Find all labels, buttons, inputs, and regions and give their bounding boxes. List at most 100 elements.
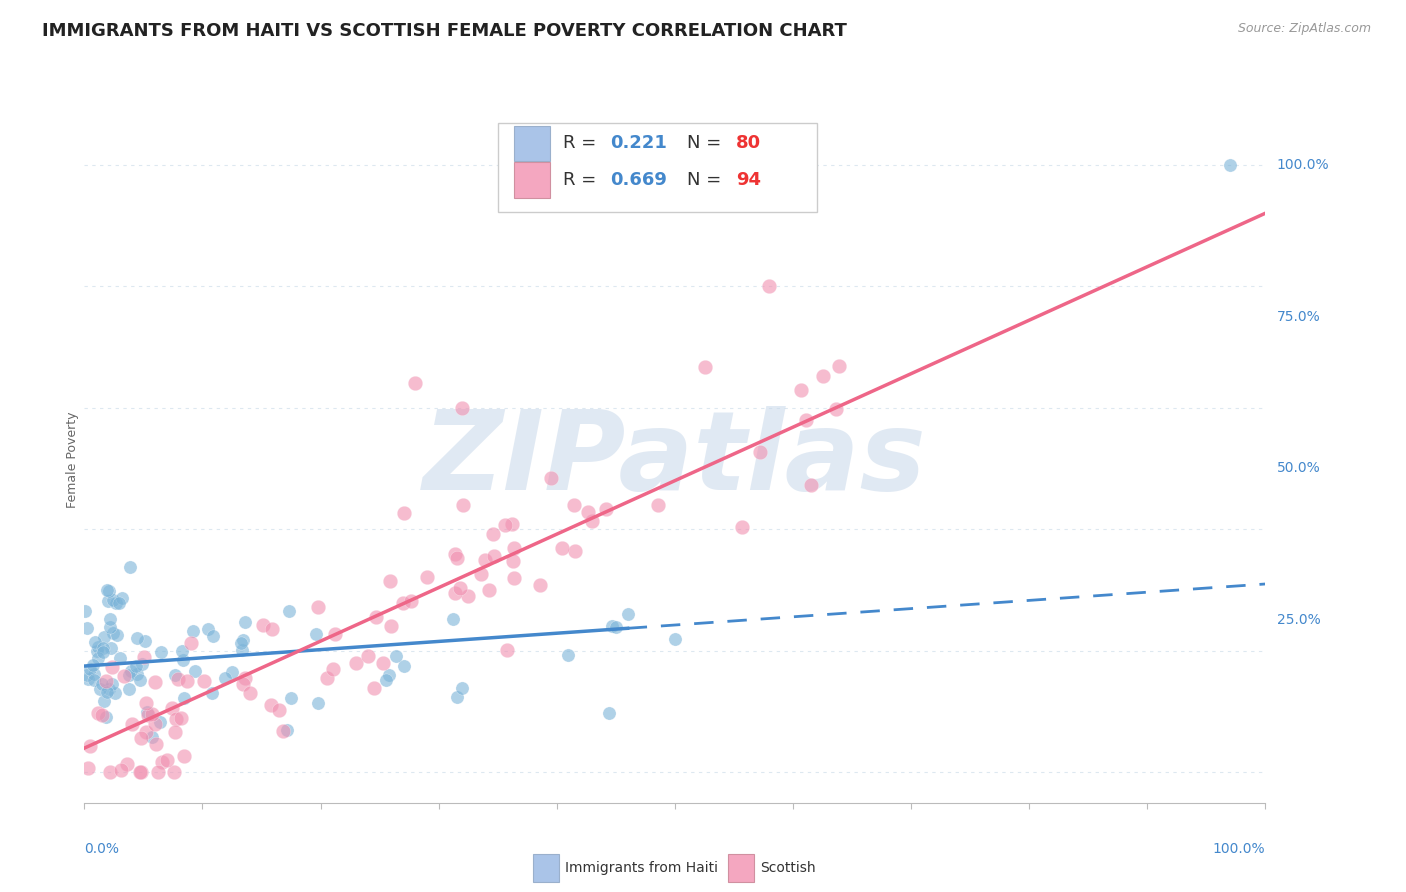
Point bbox=[91, 677, 114, 691]
Point bbox=[267, 703, 290, 717]
Point bbox=[163, 765, 186, 780]
Point bbox=[252, 618, 274, 632]
Point bbox=[163, 725, 186, 739]
Point bbox=[449, 581, 471, 595]
Point bbox=[118, 682, 141, 697]
Point bbox=[129, 673, 152, 688]
Point bbox=[693, 360, 716, 375]
Point bbox=[120, 664, 142, 678]
Point bbox=[76, 621, 98, 635]
Point bbox=[259, 698, 281, 712]
Point bbox=[828, 359, 851, 373]
Text: R =: R = bbox=[562, 135, 602, 153]
Point bbox=[76, 668, 98, 682]
Point bbox=[446, 690, 468, 704]
Point bbox=[307, 696, 329, 710]
Point bbox=[557, 648, 579, 662]
Point bbox=[214, 672, 236, 686]
Point bbox=[156, 753, 179, 767]
Point bbox=[446, 551, 468, 566]
Text: 75.0%: 75.0% bbox=[1277, 310, 1320, 324]
Text: 50.0%: 50.0% bbox=[1277, 461, 1320, 475]
Text: R =: R = bbox=[562, 171, 602, 189]
Point bbox=[232, 677, 254, 691]
Point bbox=[451, 401, 474, 415]
Point bbox=[96, 685, 118, 699]
Point bbox=[378, 574, 401, 588]
Point bbox=[86, 644, 108, 658]
Point bbox=[229, 636, 252, 650]
Point bbox=[825, 402, 848, 417]
Text: 0.0%: 0.0% bbox=[84, 842, 120, 855]
Point bbox=[364, 609, 387, 624]
Point bbox=[101, 593, 124, 607]
Point bbox=[305, 627, 328, 641]
Point bbox=[399, 594, 422, 608]
Point bbox=[451, 681, 474, 695]
Text: N =: N = bbox=[686, 171, 727, 189]
Point bbox=[276, 723, 298, 737]
Point bbox=[105, 628, 128, 642]
Point bbox=[357, 648, 380, 663]
Point bbox=[125, 658, 148, 673]
Point bbox=[97, 593, 120, 607]
Point bbox=[173, 653, 195, 667]
Point bbox=[470, 567, 492, 582]
Point bbox=[117, 668, 139, 682]
Point bbox=[110, 763, 132, 777]
Point bbox=[83, 673, 105, 687]
Point bbox=[129, 765, 152, 780]
Point bbox=[129, 731, 152, 745]
Point bbox=[131, 765, 153, 780]
FancyBboxPatch shape bbox=[533, 855, 560, 882]
Point bbox=[100, 620, 122, 634]
Point bbox=[813, 368, 835, 383]
Point bbox=[121, 717, 143, 731]
Point bbox=[415, 569, 437, 583]
Point bbox=[91, 707, 114, 722]
FancyBboxPatch shape bbox=[498, 123, 817, 212]
Point bbox=[749, 444, 772, 458]
Text: 25.0%: 25.0% bbox=[1277, 614, 1320, 627]
Point bbox=[134, 634, 156, 648]
Point bbox=[127, 667, 149, 681]
Point bbox=[91, 641, 114, 656]
Text: 100.0%: 100.0% bbox=[1213, 842, 1265, 855]
Point bbox=[160, 701, 183, 715]
Point bbox=[380, 619, 402, 633]
Point bbox=[150, 645, 173, 659]
Point bbox=[404, 376, 426, 391]
Y-axis label: Female Poverty: Female Poverty bbox=[66, 411, 79, 508]
Point bbox=[239, 686, 262, 700]
Point bbox=[502, 571, 524, 585]
Point bbox=[98, 584, 121, 599]
Point bbox=[373, 657, 395, 671]
Point bbox=[176, 673, 198, 688]
Point bbox=[441, 612, 464, 626]
Point bbox=[101, 677, 124, 691]
Point bbox=[378, 668, 401, 682]
Point bbox=[120, 559, 142, 574]
Point bbox=[82, 657, 104, 672]
Point bbox=[444, 547, 467, 561]
Point bbox=[581, 514, 603, 528]
Point bbox=[453, 499, 475, 513]
Text: Scottish: Scottish bbox=[759, 861, 815, 875]
Text: IMMIGRANTS FROM HAITI VS SCOTTISH FEMALE POVERTY CORRELATION CHART: IMMIGRANTS FROM HAITI VS SCOTTISH FEMALE… bbox=[42, 22, 846, 40]
Point bbox=[77, 761, 100, 775]
Point bbox=[392, 596, 415, 610]
Point bbox=[193, 673, 215, 688]
Text: N =: N = bbox=[686, 135, 727, 153]
Point bbox=[100, 660, 122, 674]
FancyBboxPatch shape bbox=[728, 855, 754, 882]
Point bbox=[79, 662, 101, 676]
Point bbox=[758, 279, 780, 293]
FancyBboxPatch shape bbox=[515, 126, 550, 161]
Point bbox=[148, 715, 170, 730]
Point bbox=[363, 681, 385, 696]
Point bbox=[87, 706, 110, 721]
Text: 80: 80 bbox=[737, 135, 762, 153]
Point bbox=[595, 501, 617, 516]
Point bbox=[136, 705, 159, 719]
Point bbox=[344, 656, 367, 670]
